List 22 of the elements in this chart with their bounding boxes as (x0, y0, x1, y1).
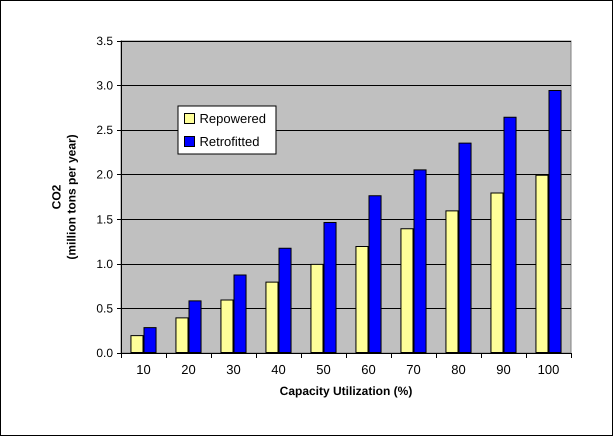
x-tick-label: 70 (406, 362, 421, 377)
y-tick-label: 3.5 (96, 34, 114, 48)
y-tick-label: 3.0 (96, 78, 114, 93)
x-tick-label: 80 (451, 362, 466, 377)
x-tick-label: 30 (226, 362, 241, 377)
y-tick-label: 2.0 (96, 168, 114, 182)
x-tick-label: 90 (496, 362, 511, 377)
y-tick-label: 1.0 (96, 256, 114, 271)
legend-label: Repowered (200, 111, 266, 126)
y-axis-title: CO2 (million tons per year) (50, 134, 78, 260)
y-tick-label: 0.5 (96, 301, 114, 316)
legend-label: Retrofitted (200, 134, 260, 149)
x-tick-label: 50 (316, 362, 331, 377)
y-tick-label: 2.5 (96, 123, 114, 138)
x-axis-title: Capacity Utilization (%) (280, 384, 412, 398)
y-tick-label: 1.5 (96, 212, 114, 226)
x-tick-label: 100 (538, 362, 560, 377)
x-tick-label: 10 (136, 362, 151, 377)
x-tick-label: 60 (361, 362, 376, 377)
x-tick-label: 20 (181, 362, 196, 377)
y-tick-label: 0.0 (96, 346, 114, 360)
x-tick-label: 40 (271, 362, 286, 377)
